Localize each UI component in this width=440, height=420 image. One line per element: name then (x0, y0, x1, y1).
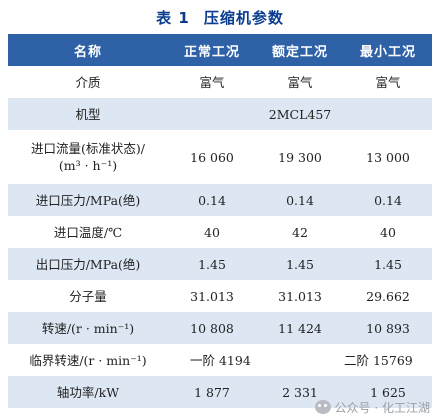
row-label: 机型 (8, 98, 168, 130)
header-name: 名称 (8, 34, 168, 66)
watermark-text: 公众号 · 化工江湖 (334, 400, 430, 415)
cell-minimum: 1.45 (344, 248, 432, 280)
row-label: 转速/(r · min⁻¹) (8, 312, 168, 344)
table-row: 轴功率/kW 1 877 2 331 1 625 (8, 376, 432, 408)
row-label: 进口流量(标准状态)/ (m³ · h⁻¹) (8, 130, 168, 184)
table-row: 介质 富气 富气 富气 (8, 66, 432, 98)
cell-minimum: 13 000 (344, 130, 432, 184)
compressor-parameters-table: 名称 正常工况 额定工况 最小工况 介质 富气 富气 富气 机型 2MCL457… (8, 34, 432, 408)
table-row: 分子量 31.013 31.013 29.662 (8, 280, 432, 312)
header-normal: 正常工况 (168, 34, 256, 66)
cell-minimum: 29.662 (344, 280, 432, 312)
cell-minimum: 40 (344, 216, 432, 248)
cell-rated: 1.45 (256, 248, 344, 280)
cell-normal: 10 808 (168, 312, 256, 344)
table-row: 出口压力/MPa(绝) 1.45 1.45 1.45 (8, 248, 432, 280)
wechat-icon (314, 400, 331, 414)
cell-rated: 11 424 (256, 312, 344, 344)
cell-normal: 0.14 (168, 184, 256, 216)
table-caption: 表 1 压缩机参数 (0, 0, 440, 34)
table-title: 压缩机参数 (203, 8, 284, 27)
row-label: 进口温度/℃ (8, 216, 168, 248)
table-row: 机型 2MCL457 (8, 98, 432, 130)
cell-critical-second-order: 二阶 15769 (344, 344, 432, 376)
table-row: 临界转速/(r · min⁻¹) 一阶 4194 二阶 15769 (8, 344, 432, 376)
watermark: 公众号 · 化工江湖 (314, 398, 430, 416)
cell-rated: 0.14 (256, 184, 344, 216)
cell-rated: 19 300 (256, 130, 344, 184)
cell-rated: 42 (256, 216, 344, 248)
cell-minimum: 0.14 (344, 184, 432, 216)
row-label: 进口压力/MPa(绝) (8, 184, 168, 216)
cell-rated: 富气 (256, 66, 344, 98)
table-row: 进口流量(标准状态)/ (m³ · h⁻¹) 16 060 19 300 13 … (8, 130, 432, 184)
cell-normal: 富气 (168, 66, 256, 98)
row-label-line1: 进口流量(标准状态)/ (31, 141, 145, 156)
header-minimum: 最小工况 (344, 34, 432, 66)
cell-normal: 1 877 (168, 376, 256, 408)
cell-rated: 31.013 (256, 280, 344, 312)
cell-critical-first-order: 一阶 4194 (168, 344, 344, 376)
row-label: 临界转速/(r · min⁻¹) (8, 344, 168, 376)
cell-normal: 1.45 (168, 248, 256, 280)
table-row: 进口温度/℃ 40 42 40 (8, 216, 432, 248)
cell-normal: 16 060 (168, 130, 256, 184)
cell-model-merged: 2MCL457 (168, 98, 432, 130)
cell-normal: 31.013 (168, 280, 256, 312)
cell-minimum: 1 625 (344, 376, 432, 408)
row-label: 出口压力/MPa(绝) (8, 248, 168, 280)
row-label: 分子量 (8, 280, 168, 312)
header-rated: 额定工况 (256, 34, 344, 66)
cell-minimum: 10 893 (344, 312, 432, 344)
cell-minimum: 富气 (344, 66, 432, 98)
row-label-line2: (m³ · h⁻¹) (58, 158, 118, 173)
table-row: 转速/(r · min⁻¹) 10 808 11 424 10 893 (8, 312, 432, 344)
table-number: 表 1 (156, 8, 190, 27)
table-row: 进口压力/MPa(绝) 0.14 0.14 0.14 (8, 184, 432, 216)
cell-normal: 40 (168, 216, 256, 248)
row-label: 介质 (8, 66, 168, 98)
header-row: 名称 正常工况 额定工况 最小工况 (8, 34, 432, 66)
row-label: 轴功率/kW (8, 376, 168, 408)
